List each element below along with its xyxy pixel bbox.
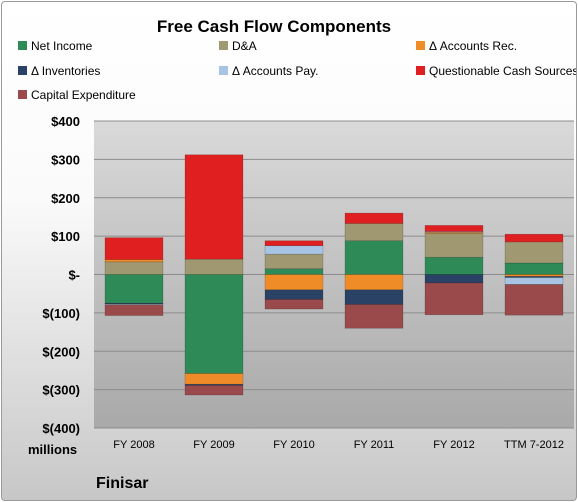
bar-segment <box>184 258 244 275</box>
y-axis-ticks: $400 $300 $200 $100 $- $(100) $(200) $(300) $(40… <box>42 114 80 436</box>
x-axis-ticks: FY 2008 FY 2009 FY 2010 FY 2011 FY 2012 TTM 7… <box>113 439 564 451</box>
bar-segment <box>424 233 484 258</box>
legend-label: Δ Inventories <box>31 64 100 78</box>
bar-segment <box>504 284 564 316</box>
legend-label: Capital Expenditure <box>31 88 136 102</box>
bar-segment <box>104 261 164 275</box>
bar-segment <box>104 237 164 260</box>
bar-segment <box>184 385 244 396</box>
bar-segment <box>344 212 404 224</box>
bar-segment <box>264 299 324 310</box>
bar-segment <box>264 245 324 255</box>
bar-segment <box>424 225 484 232</box>
y-tick-label: $(400) <box>42 421 80 436</box>
legend: Net Income D&A Δ Accounts Rec. Δ Inventorie… <box>18 39 576 102</box>
y-tick-label: $200 <box>51 191 80 206</box>
bar-segment <box>504 241 564 264</box>
gridlines <box>94 120 574 429</box>
bar-segment <box>264 289 324 300</box>
bar-segment <box>344 304 404 329</box>
legend-swatch <box>219 66 228 75</box>
legend-label: Net Income <box>31 39 93 53</box>
bar-segment <box>264 253 324 270</box>
bar-segment <box>184 274 244 374</box>
bar-segment <box>344 274 404 291</box>
chart-title: Free Cash Flow Components <box>157 17 391 36</box>
bar-segment <box>104 303 164 306</box>
bar-segment <box>504 277 564 285</box>
legend-swatch <box>18 66 27 75</box>
bar-segment <box>424 282 484 316</box>
y-tick-label: $400 <box>51 114 80 129</box>
bar-segment <box>504 233 564 243</box>
bar-segment <box>504 262 564 275</box>
legend-swatch <box>18 90 27 99</box>
legend-swatch <box>416 41 425 50</box>
y-tick-label: $100 <box>51 229 80 244</box>
bar-segment <box>264 274 324 291</box>
legend-label: Δ Accounts Rec. <box>429 39 517 53</box>
legend-label: D&A <box>232 39 257 53</box>
bars <box>104 154 564 396</box>
y-tick-label: $300 <box>51 152 80 167</box>
bar-segment <box>104 274 164 304</box>
bar-segment <box>104 304 164 316</box>
x-tick-label: FY 2008 <box>113 439 154 451</box>
bar-segment <box>264 240 324 247</box>
bar-segment <box>104 259 164 263</box>
company-label: Finisar <box>96 475 148 492</box>
y-tick-label: $(100) <box>42 306 80 321</box>
y-tick-label: $- <box>68 268 80 283</box>
legend-label: Δ Accounts Pay. <box>232 64 319 78</box>
y-tick-label: $(200) <box>42 344 80 359</box>
bar-segment <box>344 223 404 242</box>
legend-swatch <box>219 41 228 50</box>
legend-swatch <box>18 41 27 50</box>
bar-segment <box>424 274 484 284</box>
bar-segment <box>264 268 324 275</box>
bar-segment <box>424 256 484 275</box>
x-tick-label: FY 2012 <box>433 439 474 451</box>
bar-segment <box>184 373 244 385</box>
y-tick-label: $(300) <box>42 383 80 398</box>
unit-label: millions <box>28 442 77 457</box>
x-tick-label: FY 2010 <box>273 439 314 451</box>
x-tick-label: FY 2011 <box>354 439 395 451</box>
x-tick-label: TTM 7-2012 <box>504 439 564 451</box>
legend-label: Questionable Cash Sources <box>429 64 576 78</box>
x-tick-label: FY 2009 <box>193 439 234 451</box>
bar-segment <box>344 240 404 275</box>
bar-segment <box>344 289 404 305</box>
legend-swatch <box>416 66 425 75</box>
bar-segment <box>184 154 244 260</box>
